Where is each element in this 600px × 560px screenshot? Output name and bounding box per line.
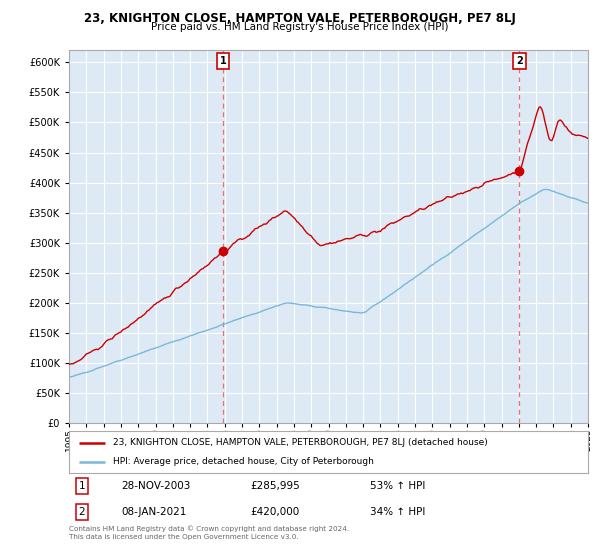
Text: 53% ↑ HPI: 53% ↑ HPI [370,482,425,492]
Text: 2: 2 [516,56,523,66]
Text: 2: 2 [79,507,85,517]
Text: 1: 1 [220,56,227,66]
Text: Price paid vs. HM Land Registry's House Price Index (HPI): Price paid vs. HM Land Registry's House … [151,22,449,32]
Text: 28-NOV-2003: 28-NOV-2003 [121,482,190,492]
Text: HPI: Average price, detached house, City of Peterborough: HPI: Average price, detached house, City… [113,458,374,466]
Text: Contains HM Land Registry data © Crown copyright and database right 2024.: Contains HM Land Registry data © Crown c… [69,525,349,532]
Text: This data is licensed under the Open Government Licence v3.0.: This data is licensed under the Open Gov… [69,534,299,540]
Text: 34% ↑ HPI: 34% ↑ HPI [370,507,425,517]
Text: £420,000: £420,000 [251,507,300,517]
Text: £285,995: £285,995 [251,482,301,492]
Text: 23, KNIGHTON CLOSE, HAMPTON VALE, PETERBOROUGH, PE7 8LJ (detached house): 23, KNIGHTON CLOSE, HAMPTON VALE, PETERB… [113,438,488,447]
Text: 23, KNIGHTON CLOSE, HAMPTON VALE, PETERBOROUGH, PE7 8LJ: 23, KNIGHTON CLOSE, HAMPTON VALE, PETERB… [84,12,516,25]
Text: 08-JAN-2021: 08-JAN-2021 [121,507,186,517]
Text: 1: 1 [79,482,85,492]
